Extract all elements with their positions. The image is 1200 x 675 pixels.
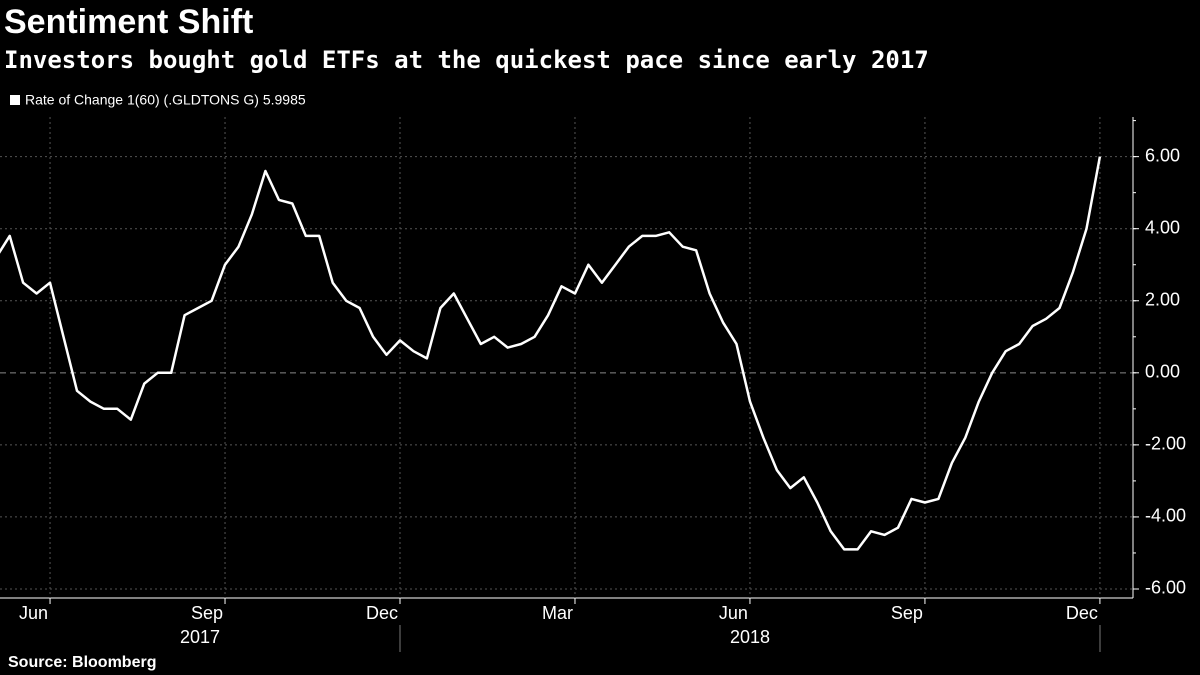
x-tick-label: Sep — [191, 603, 223, 623]
year-label: 2017 — [180, 627, 220, 647]
y-tick-label: 2.00 — [1145, 290, 1180, 310]
year-label: 2018 — [730, 627, 770, 647]
x-tick-label: Dec — [366, 603, 398, 623]
y-tick-label: 4.00 — [1145, 217, 1180, 237]
y-tick-label: -4.00 — [1145, 506, 1186, 526]
y-tick-label: 6.00 — [1145, 145, 1180, 165]
x-tick-label: Dec — [1066, 603, 1098, 623]
line — [0, 156, 1102, 551]
y-tick-label: -2.00 — [1145, 434, 1186, 454]
legend-label: Rate of Change 1(60) (.GLDTONS G) 5.9985 — [25, 92, 306, 108]
chart-subtitle: Investors bought gold ETFs at the quicke… — [4, 46, 929, 74]
y-tick-label: -6.00 — [1145, 578, 1186, 598]
x-tick-label: Jun — [19, 603, 48, 623]
x-tick-label: Sep — [891, 603, 923, 623]
chart-title: Sentiment Shift — [4, 3, 253, 41]
source: Source: Bloomberg — [8, 654, 156, 671]
y-tick-label: 0.00 — [1145, 362, 1180, 382]
x-tick-label: Jun — [719, 603, 748, 623]
legend-swatch — [10, 95, 20, 105]
x-tick-label: Mar — [542, 603, 573, 623]
